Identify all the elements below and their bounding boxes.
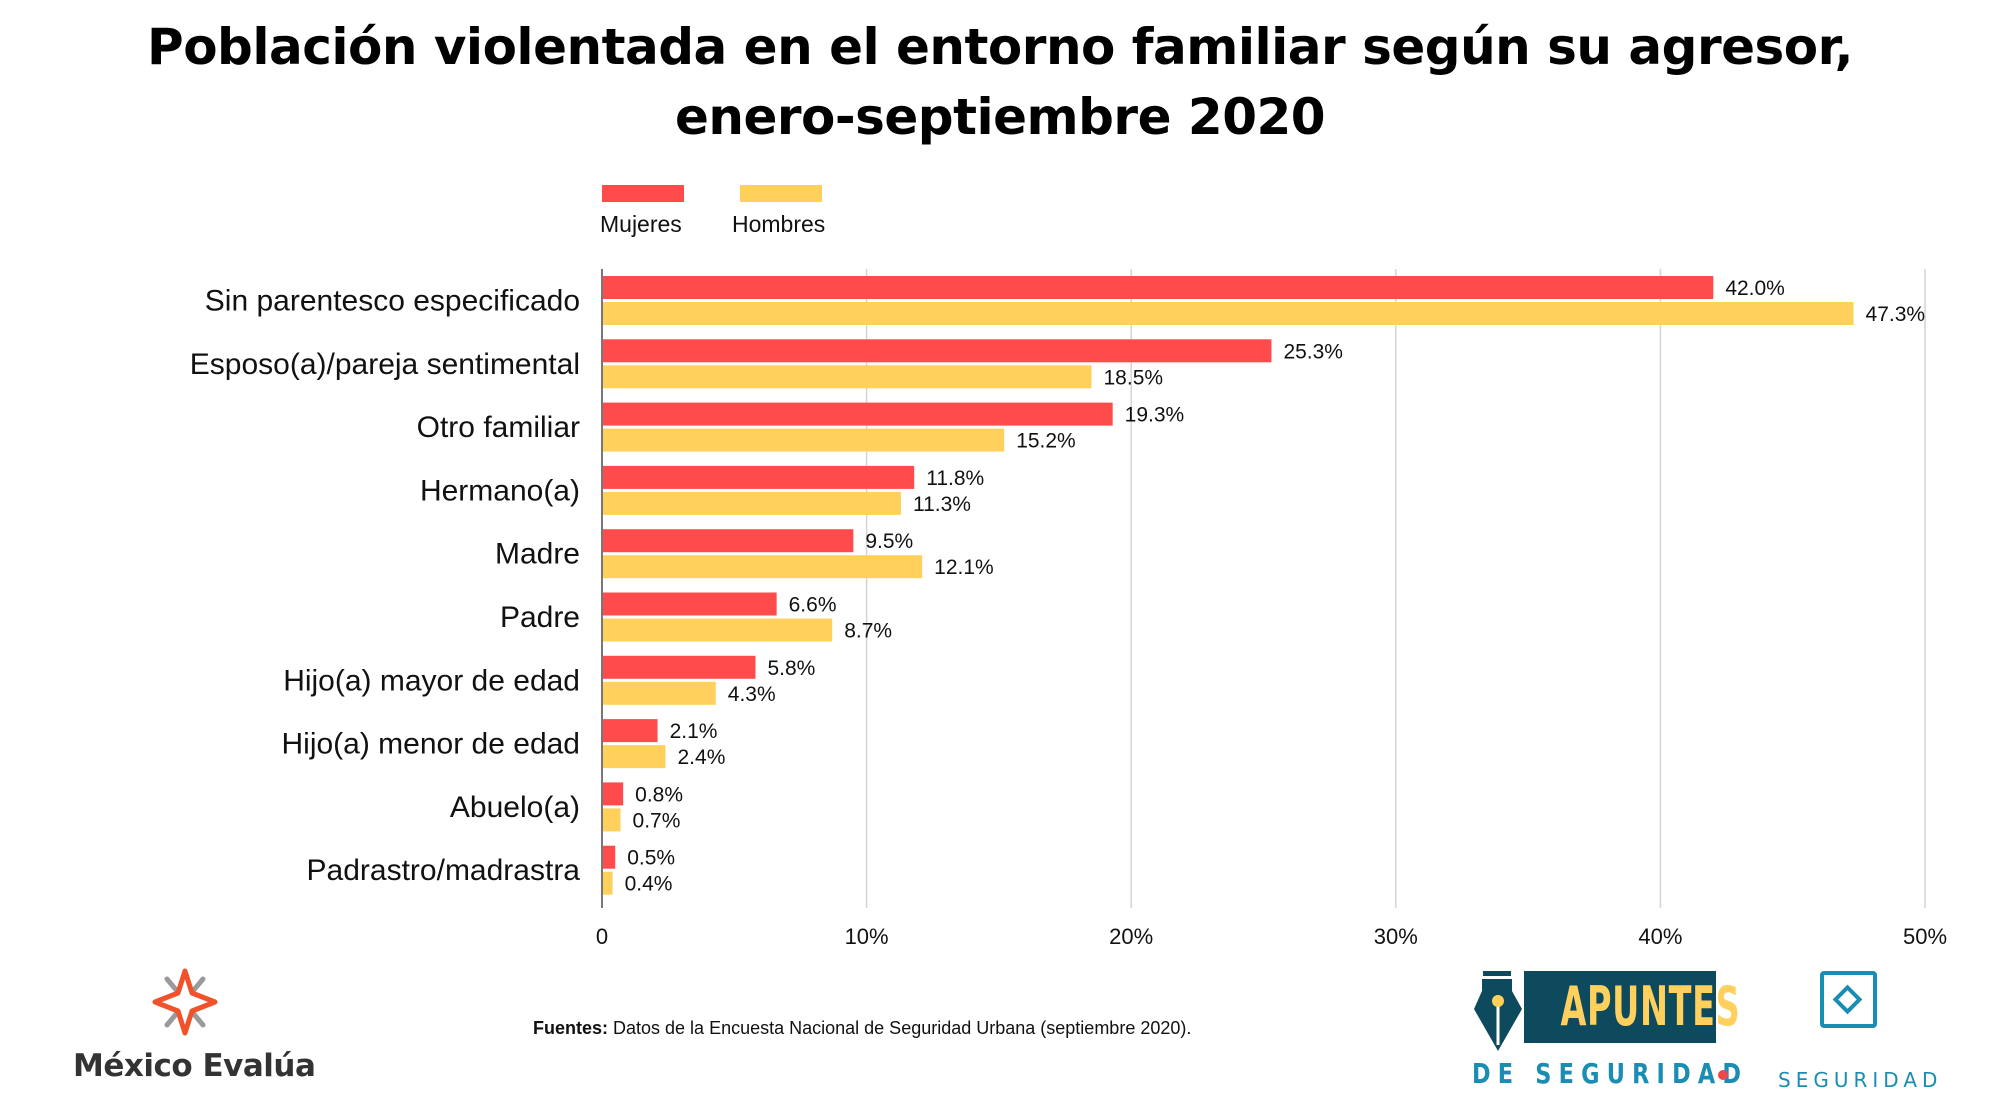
bar-mujeres [602, 655, 756, 679]
seguridad-diamond-icon [1832, 984, 1863, 1015]
data-label-mujeres: 11.8% [926, 467, 984, 490]
data-label-hombres: 18.5% [1104, 366, 1164, 389]
data-label-hombres: 8.7% [844, 620, 892, 643]
seguridad-logo: SEGURIDAD [1770, 965, 1940, 1095]
bar-mujeres [602, 529, 854, 553]
source-label: Fuentes: [533, 1018, 609, 1038]
bar-hombres [602, 808, 621, 832]
category-label: Sin parentesco especificado [205, 285, 580, 318]
source-text: Datos de la Encuesta Nacional de Segurid… [608, 1018, 1192, 1038]
bar-hombres [602, 745, 666, 769]
category-label: Abuelo(a) [450, 791, 580, 824]
data-label-hombres: 15.2% [1016, 430, 1076, 453]
bar-hombres [602, 681, 716, 705]
apuntes-de-seguridad-logo: APUNTES DE SEGURIDAD [1470, 965, 1741, 1095]
chart-title-line-2: enero-septiembre 2020 [674, 88, 1326, 146]
legend-swatch-mujeres [602, 185, 684, 202]
bar-hombres [602, 618, 833, 642]
bar-hombres [602, 365, 1092, 389]
value-labels: 42.0% 47.3% 25.3% 18.5% 19.3% 15.2% 11.8% 11.3%… [625, 277, 1926, 896]
x-tick-label: 0 [596, 924, 608, 949]
apuntes-box: APUNTES [1524, 971, 1741, 1043]
category-label: Padre [500, 601, 580, 634]
data-label-mujeres: 0.8% [635, 783, 683, 806]
source-note: Fuentes: Datos de la Encuesta Nacional d… [533, 1018, 1191, 1039]
seguridad-wordmark: SEGURIDAD [1778, 1068, 1943, 1092]
bar-mujeres [602, 339, 1272, 363]
bar-hombres [602, 491, 901, 515]
bar-hombres [602, 302, 1854, 325]
data-label-hombres: 47.3% [1866, 303, 1926, 326]
x-tick-label: 40% [1638, 924, 1682, 949]
category-labels: Sin parentesco especificado Esposo(a)/par… [190, 285, 581, 888]
legend-swatch-hombres [740, 185, 822, 202]
data-label-hombres: 2.4% [678, 746, 726, 769]
data-label-mujeres: 9.5% [865, 530, 913, 553]
bar-mujeres [602, 276, 1714, 299]
apuntes-wordmark: APUNTES [1560, 975, 1741, 1038]
data-label-hombres: 4.3% [728, 683, 776, 706]
x-axis-ticks: 0 10% 20% 30% 40% 50% [596, 924, 1947, 949]
bar-hombres [602, 555, 923, 579]
category-label: Esposo(a)/pareja sentimental [190, 348, 580, 381]
category-label: Hermano(a) [420, 474, 580, 507]
category-label: Hijo(a) mayor de edad [283, 664, 580, 697]
legend-label-mujeres: Mujeres [600, 211, 682, 237]
apuntes-red-dot-icon [1718, 1070, 1728, 1080]
mexico-evalua-wordmark: México Evalúa [73, 1048, 316, 1084]
chart-title-line-1: Población violentada en el entorno famil… [147, 18, 1853, 76]
data-label-mujeres: 0.5% [627, 847, 675, 870]
bar-mujeres [602, 782, 624, 806]
data-label-mujeres: 19.3% [1125, 404, 1185, 427]
bar-mujeres [602, 402, 1113, 426]
seguridad-square-icon [1820, 971, 1877, 1028]
bar-hombres [602, 428, 1005, 452]
data-label-mujeres: 6.6% [789, 594, 837, 617]
bar-hombres [602, 871, 613, 895]
category-label: Padrastro/madrastra [307, 854, 581, 887]
pen-nib-icon [1474, 971, 1522, 1051]
bar-chart: Sin parentesco especificado Esposo(a)/par… [190, 269, 1947, 949]
x-tick-label: 10% [845, 924, 889, 949]
data-label-mujeres: 5.8% [767, 657, 815, 680]
data-label-hombres: 0.7% [633, 809, 681, 832]
category-label: Otro familiar [417, 411, 580, 444]
x-tick-label: 30% [1374, 924, 1418, 949]
chart-title: Población violentada en el entorno famil… [0, 12, 2000, 152]
bar-mujeres [602, 719, 658, 743]
category-label: Hijo(a) menor de edad [282, 728, 581, 761]
bar-mujeres [602, 592, 777, 616]
x-tick-label: 20% [1109, 924, 1153, 949]
bars [602, 276, 1854, 895]
data-label-hombres: 0.4% [625, 873, 673, 896]
apuntes-subtitle: DE SEGURIDAD [1472, 1057, 1749, 1090]
data-label-hombres: 12.1% [934, 556, 994, 579]
mexico-evalua-logo: México Evalúa [70, 965, 316, 1090]
mexico-evalua-star-icon [152, 968, 218, 1036]
data-label-mujeres: 2.1% [670, 720, 718, 743]
data-label-mujeres: 25.3% [1283, 340, 1343, 363]
gridlines [865, 269, 1926, 908]
legend-label-hombres: Hombres [732, 211, 826, 237]
data-label-mujeres: 42.0% [1725, 277, 1785, 300]
bar-mujeres [602, 465, 915, 489]
x-tick-label: 50% [1903, 924, 1947, 949]
data-label-hombres: 11.3% [913, 493, 971, 516]
bar-mujeres [602, 845, 616, 869]
category-label: Madre [495, 538, 580, 571]
